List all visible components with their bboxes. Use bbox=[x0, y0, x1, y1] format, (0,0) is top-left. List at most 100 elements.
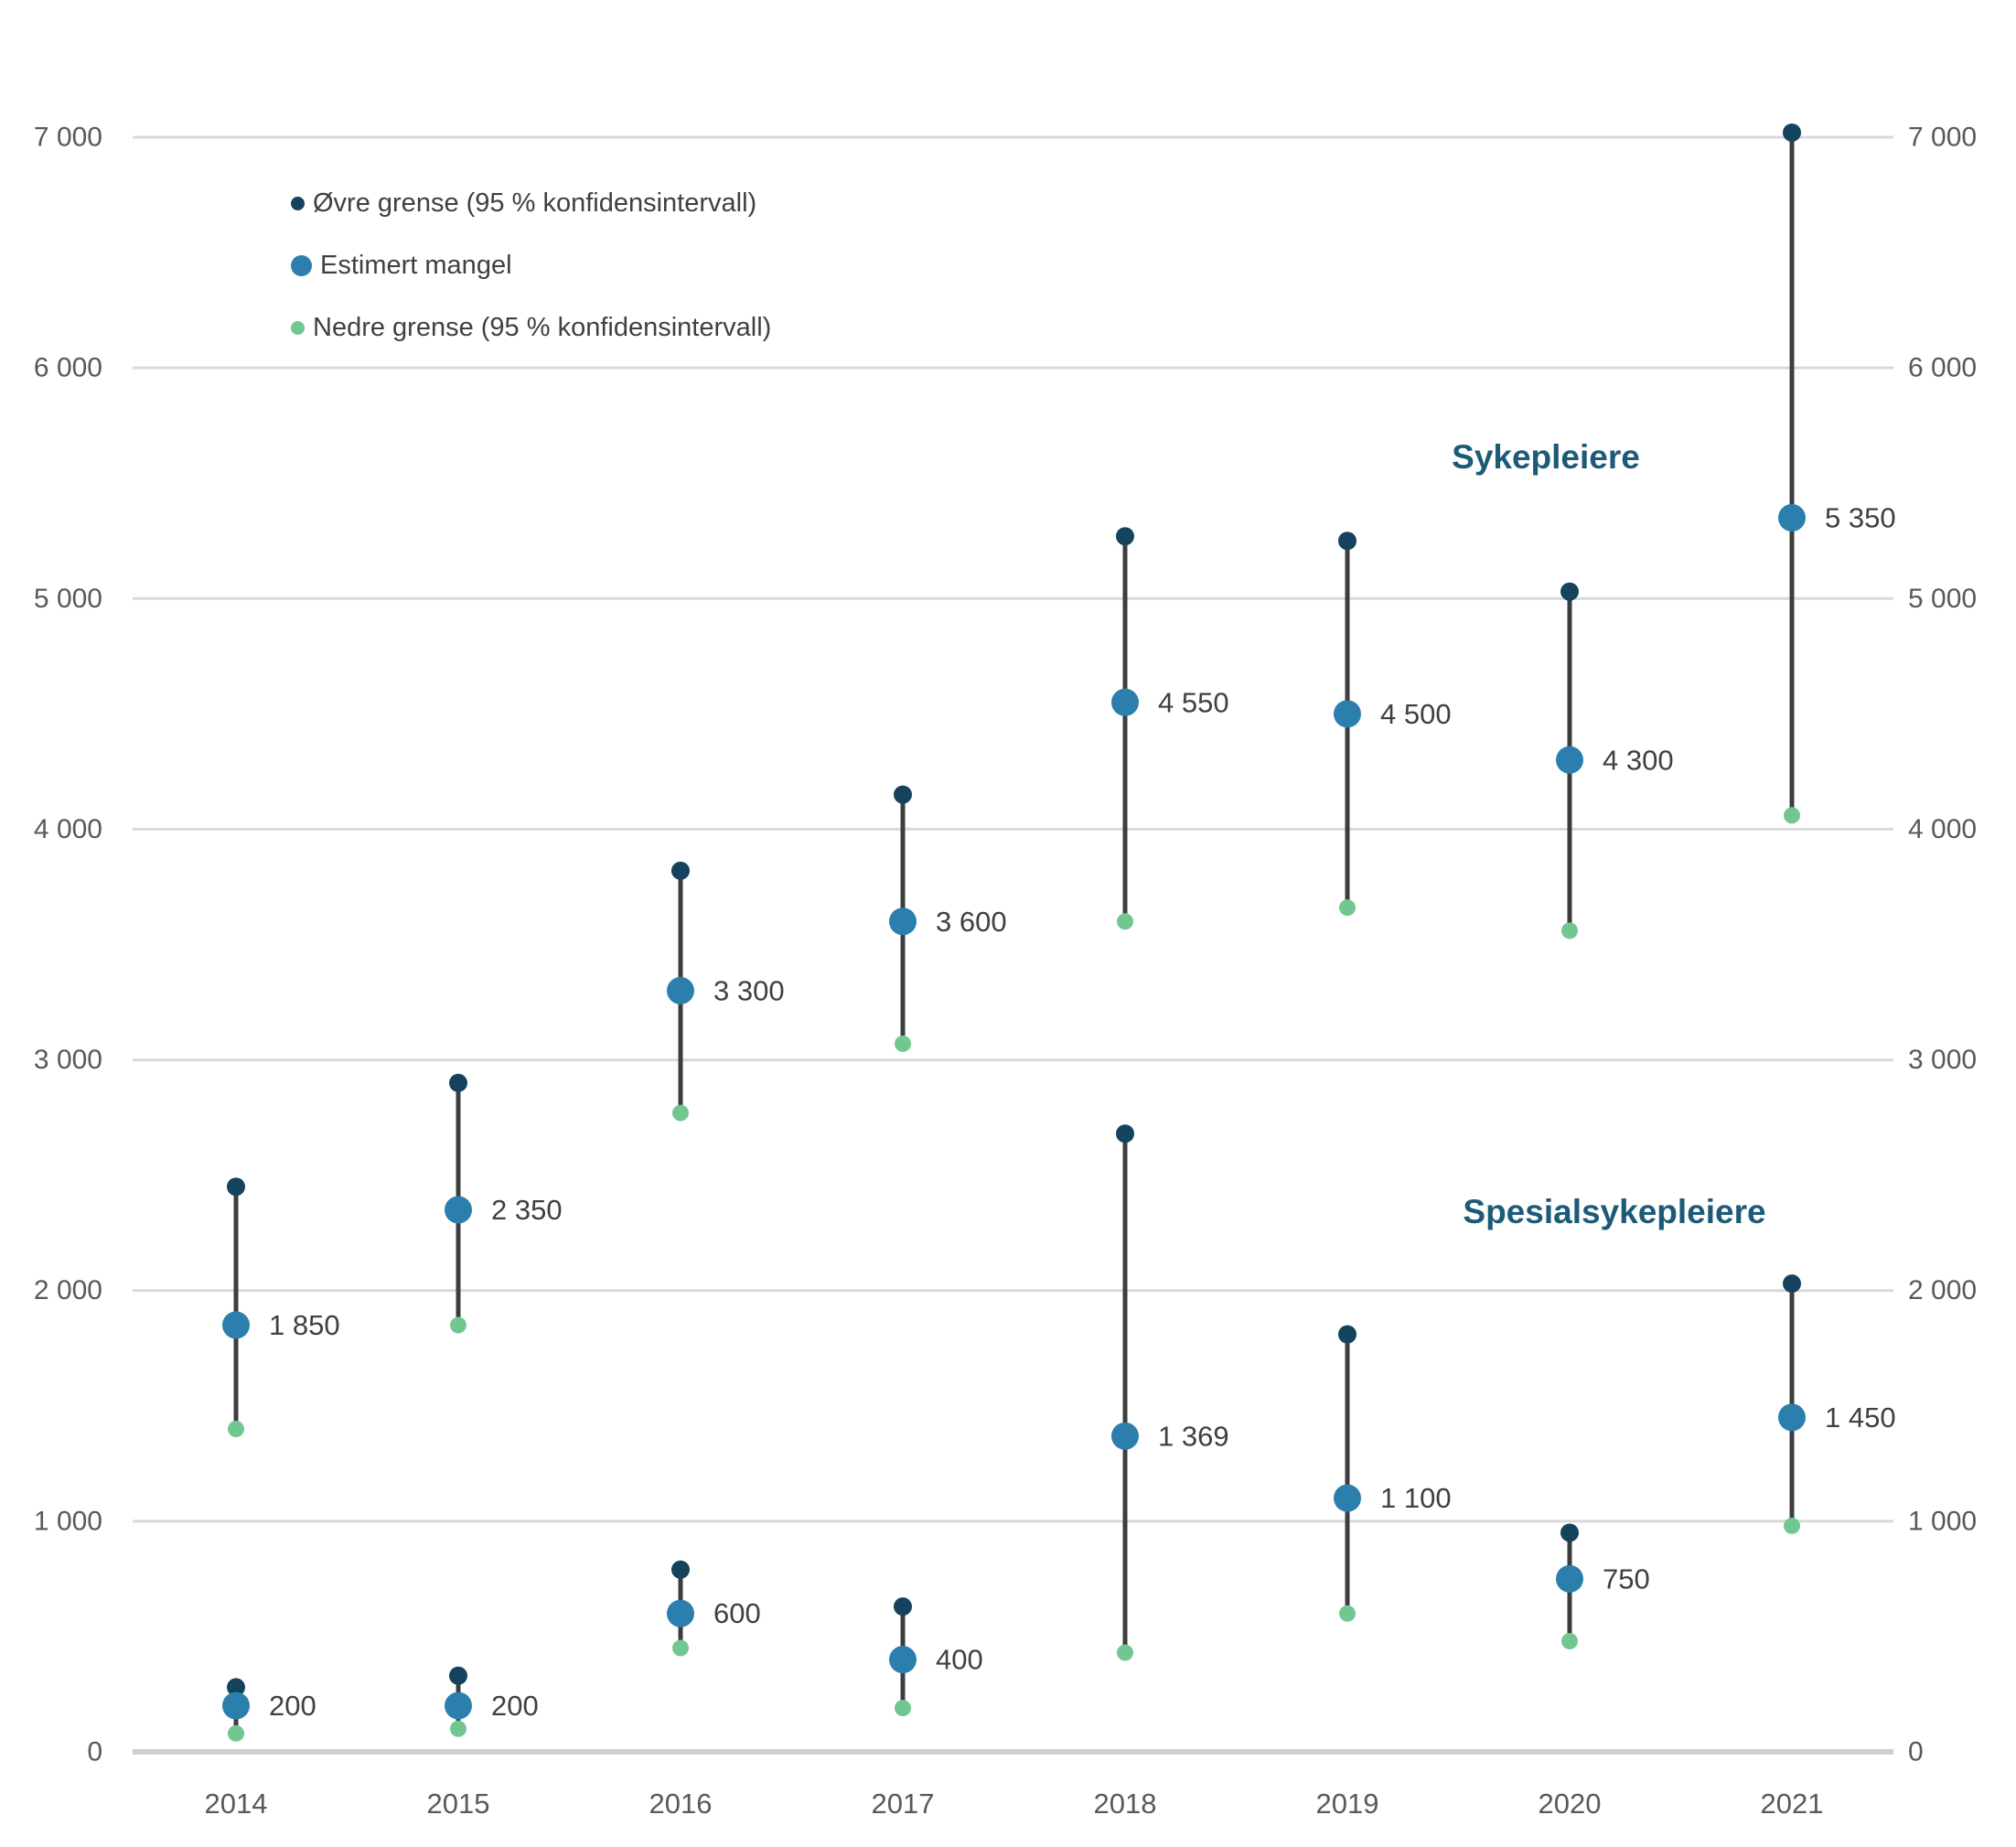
estimate-marker-icon bbox=[291, 254, 312, 276]
x-tick-label-year: 2018 bbox=[1094, 1788, 1157, 1820]
lower-bound-point bbox=[895, 1035, 911, 1052]
upper-bound-point bbox=[1560, 582, 1579, 601]
estimate-point bbox=[1556, 746, 1583, 774]
estimate-data-label: 200 bbox=[269, 1690, 316, 1722]
estimate-data-label: 200 bbox=[491, 1690, 539, 1722]
lower-bound-point bbox=[450, 1316, 466, 1334]
upper-bound-point bbox=[671, 861, 690, 880]
upper-bound-point bbox=[227, 1678, 245, 1697]
upper-bound-point bbox=[1783, 1274, 1801, 1294]
y-tick-label-right: 2 000 bbox=[1908, 1275, 1977, 1305]
y-tick-label-right: 7 000 bbox=[1908, 123, 1977, 153]
y-tick-label-right: 5 000 bbox=[1908, 584, 1977, 614]
x-tick-label-year: 2017 bbox=[872, 1788, 935, 1820]
lower-bound-point bbox=[1117, 1644, 1133, 1661]
upper-bound-point bbox=[1338, 532, 1357, 551]
lower-bound-point bbox=[1561, 1632, 1578, 1649]
estimate-point bbox=[445, 1196, 472, 1224]
estimate-data-label: 4 300 bbox=[1603, 744, 1674, 776]
estimate-data-label: 400 bbox=[936, 1644, 983, 1676]
lower-bound-point bbox=[228, 1421, 244, 1437]
estimate-point bbox=[222, 1311, 250, 1339]
legend-label-estimate: Estimert mangel bbox=[320, 250, 512, 280]
y-tick-label-right: 0 bbox=[1908, 1737, 1924, 1767]
estimate-data-label: 3 300 bbox=[713, 974, 785, 1006]
y-tick-label-left: 0 bbox=[87, 1737, 102, 1767]
estimate-point bbox=[1778, 504, 1806, 532]
estimate-point bbox=[889, 1646, 917, 1674]
legend-item-lower: Nedre grense (95 % konfidensintervall) bbox=[291, 296, 771, 359]
y-tick-label-left: 3 000 bbox=[34, 1045, 102, 1075]
lower-bound-point bbox=[1784, 807, 1800, 824]
estimate-data-label: 1 369 bbox=[1158, 1420, 1229, 1452]
lower-bound-point bbox=[228, 1724, 244, 1742]
estimate-point bbox=[1334, 700, 1361, 728]
y-tick-label-left: 4 000 bbox=[34, 814, 102, 844]
lower-bound-point bbox=[1339, 899, 1356, 917]
y-tick-label-right: 1 000 bbox=[1908, 1506, 1977, 1536]
estimate-point bbox=[667, 1599, 694, 1627]
y-tick-label-left: 5 000 bbox=[34, 584, 102, 614]
estimate-point bbox=[1334, 1484, 1361, 1512]
x-tick-label-year: 2021 bbox=[1761, 1788, 1824, 1820]
upper-bound-point bbox=[1560, 1523, 1579, 1542]
y-tick-label-left: 7 000 bbox=[34, 123, 102, 153]
upper-bound-point bbox=[1783, 123, 1801, 142]
estimate-data-label: 1 450 bbox=[1825, 1401, 1896, 1434]
estimate-point bbox=[445, 1691, 472, 1720]
lower-bound-point bbox=[1561, 922, 1578, 940]
estimate-data-label: 750 bbox=[1603, 1562, 1650, 1595]
upper-bound-point bbox=[449, 1073, 467, 1092]
y-tick-label-right: 3 000 bbox=[1908, 1045, 1977, 1075]
lower-bound-point bbox=[1117, 913, 1133, 930]
upper-bound-point bbox=[1116, 1124, 1134, 1144]
lower-bound-point bbox=[672, 1639, 689, 1657]
estimate-data-label: 2 350 bbox=[491, 1194, 563, 1226]
estimate-point bbox=[1556, 1564, 1583, 1593]
lower-bound-point bbox=[895, 1700, 911, 1717]
estimate-point bbox=[1778, 1403, 1806, 1432]
estimate-point bbox=[222, 1691, 250, 1720]
lower-bound-marker-icon bbox=[291, 320, 305, 335]
estimate-data-label: 600 bbox=[713, 1597, 761, 1629]
legend-item-upper: Øvre grense (95 % konfidensintervall) bbox=[291, 172, 771, 234]
lower-bound-point bbox=[1339, 1605, 1356, 1622]
legend-label-lower: Nedre grense (95 % konfidensintervall) bbox=[313, 312, 772, 342]
upper-bound-point bbox=[894, 785, 912, 804]
lower-bound-point bbox=[450, 1720, 466, 1737]
upper-bound-marker-icon bbox=[291, 196, 305, 210]
x-tick-label-year: 2016 bbox=[649, 1788, 713, 1820]
x-tick-label-year: 2020 bbox=[1539, 1788, 1602, 1820]
upper-bound-point bbox=[894, 1597, 912, 1616]
estimate-point bbox=[889, 907, 917, 936]
x-tick-label-year: 2019 bbox=[1316, 1788, 1379, 1820]
estimate-data-label: 5 350 bbox=[1825, 502, 1896, 534]
estimate-data-label: 1 850 bbox=[269, 1309, 340, 1341]
y-tick-label-right: 4 000 bbox=[1908, 814, 1977, 844]
x-tick-label-year: 2015 bbox=[427, 1788, 490, 1820]
estimate-data-label: 4 500 bbox=[1380, 698, 1452, 730]
estimate-point bbox=[667, 976, 694, 1004]
estimate-point bbox=[1111, 1422, 1139, 1450]
y-tick-label-right: 6 000 bbox=[1908, 353, 1977, 383]
upper-bound-point bbox=[1338, 1325, 1357, 1344]
lower-bound-point bbox=[1784, 1517, 1800, 1534]
y-tick-label-left: 1 000 bbox=[34, 1506, 102, 1536]
estimate-point bbox=[1111, 688, 1139, 716]
upper-bound-point bbox=[1116, 527, 1134, 546]
upper-bound-point bbox=[227, 1177, 245, 1197]
estimate-data-label: 3 600 bbox=[936, 906, 1007, 938]
y-tick-label-left: 2 000 bbox=[34, 1275, 102, 1305]
chart-legend: Øvre grense (95 % konfidensintervall) Es… bbox=[291, 172, 771, 359]
series-title-spesialsykepleiere: Spesialsykepleiere bbox=[1463, 1193, 1766, 1230]
estimate-data-label: 4 550 bbox=[1158, 686, 1229, 718]
y-tick-label-left: 6 000 bbox=[34, 353, 102, 383]
upper-bound-point bbox=[671, 1560, 690, 1579]
legend-label-upper: Øvre grense (95 % konfidensintervall) bbox=[313, 188, 757, 218]
legend-item-estimate: Estimert mangel bbox=[291, 234, 771, 296]
series-title-sykepleiere: Sykepleiere bbox=[1452, 438, 1640, 476]
lower-bound-point bbox=[672, 1104, 689, 1122]
x-tick-label-year: 2014 bbox=[205, 1788, 268, 1820]
